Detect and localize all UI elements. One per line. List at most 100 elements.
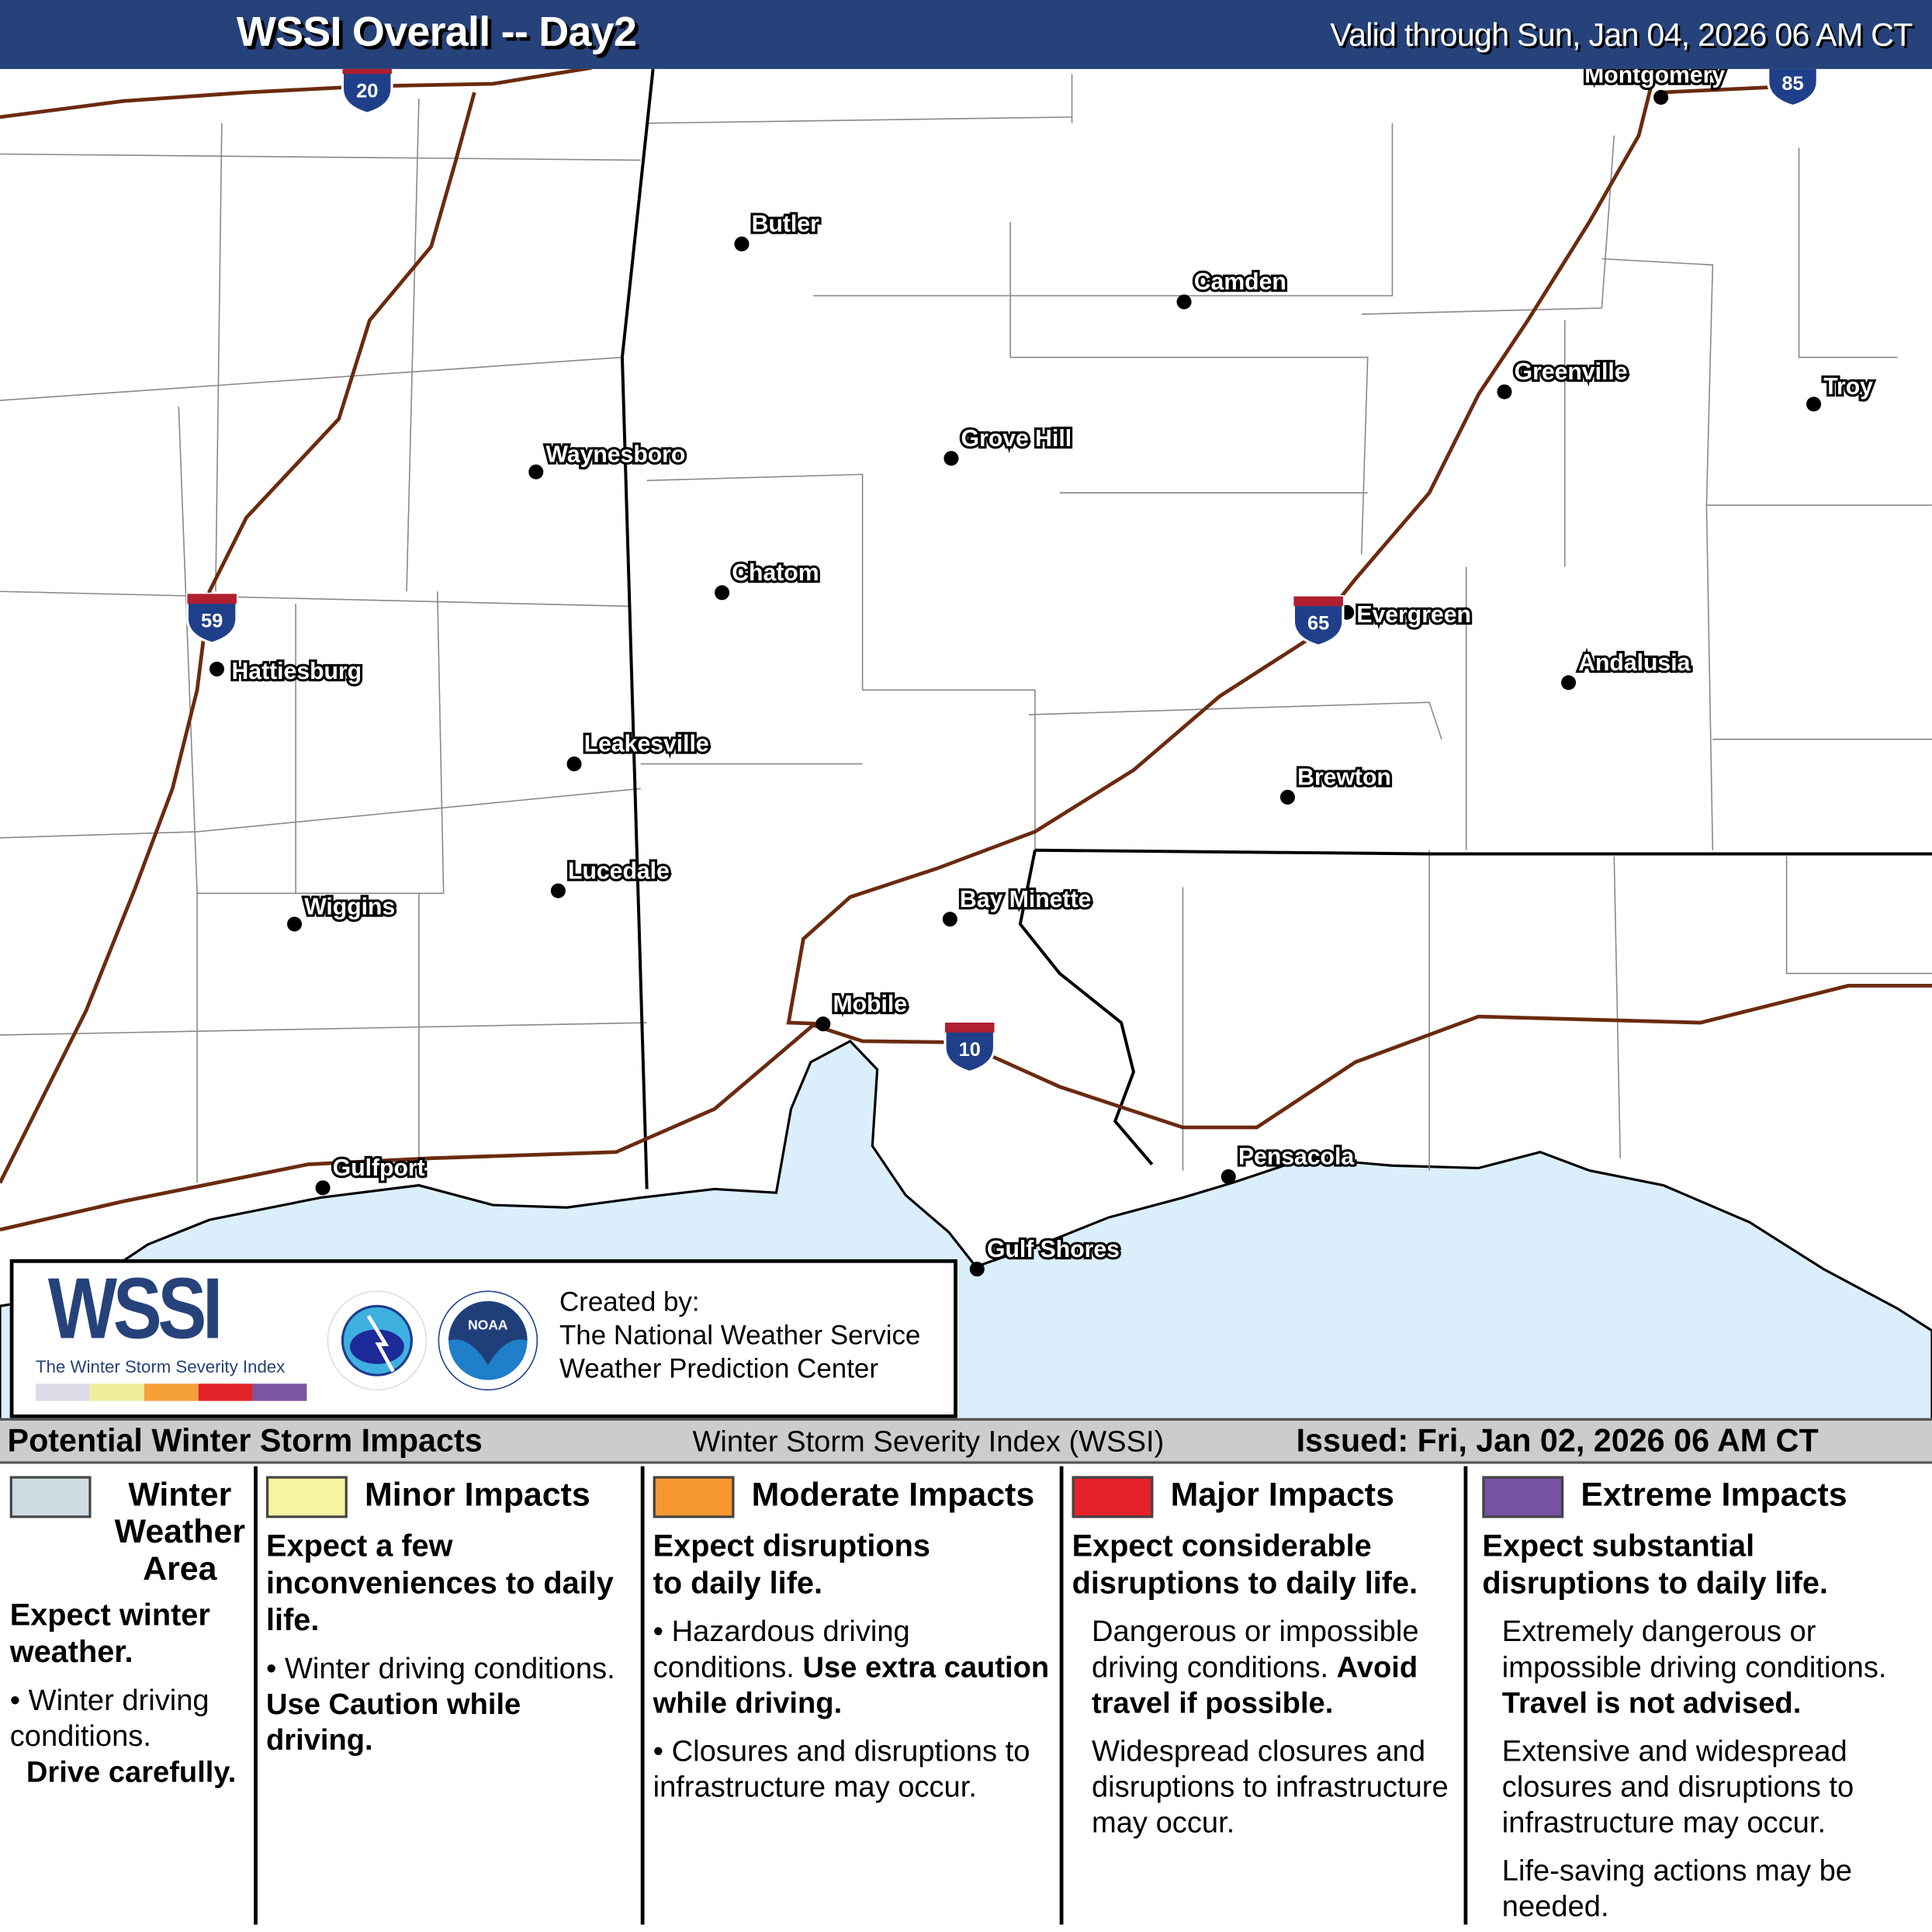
legend-divider [640, 1466, 645, 1925]
legend-paragraph: Extremely dangerous or impossible drivin… [1482, 1614, 1926, 1721]
city-label: Wiggins [304, 894, 395, 919]
legend-header: Winter Weather Area [9, 1476, 251, 1587]
legend-bullet: • Winter driving conditions. Drive caref… [9, 1684, 237, 1789]
legend-summary: Expect substantial disruptions to daily … [1482, 1529, 1828, 1601]
city-label: Grove Hill [961, 426, 1072, 452]
legend-header: Extreme Impacts [1482, 1476, 1926, 1518]
interstate-20-shield: 20 [341, 68, 393, 115]
index-name: Winter Storm Severity Index (WSSI) [692, 1425, 1165, 1459]
city-label: Chatom [732, 560, 819, 586]
shield-top-band [1293, 596, 1343, 607]
shield-icon [943, 1021, 996, 1074]
legend-swatch [266, 1476, 348, 1518]
city-dot [1806, 396, 1822, 412]
city-montgomery: Montgomery [1582, 69, 1728, 105]
nws-logo-icon [327, 1290, 428, 1391]
city-gulf-shores: Gulf Shores [969, 1234, 1122, 1277]
city-brewton: Brewton [1279, 762, 1394, 805]
city-dot [566, 757, 582, 772]
legend-divider [1059, 1466, 1064, 1925]
city-dot [550, 883, 566, 898]
legend-title: Extreme Impacts [1581, 1476, 1847, 1514]
legend-paragraph: Dangerous or impossible driving conditio… [1072, 1614, 1460, 1721]
wssi-subtitle: The Winter Storm Severity Index [36, 1356, 286, 1376]
city-troy: Troy [1806, 372, 1875, 412]
legend-summary: Expect disruptions to daily life. [653, 1529, 931, 1601]
city-label: Bay Minette [960, 887, 1091, 912]
city-label: Montgomery [1584, 69, 1725, 88]
city-dot [969, 1262, 985, 1277]
city-label: Lucedale [568, 858, 670, 884]
city-dot [1653, 89, 1669, 105]
interstate-number: 65 [1307, 612, 1329, 634]
shield-icon [341, 68, 393, 115]
interstate-85-shield: 85 [1767, 68, 1819, 108]
legend-bullet: • Closures and disruptions to infrastruc… [653, 1734, 1030, 1804]
interstate-59-shield: 59 [185, 592, 238, 645]
city-dot [1561, 675, 1577, 691]
interstate-shields: 20 59 65 10 85 [185, 68, 1819, 1074]
legend-swatch [1482, 1476, 1564, 1518]
legend-text: Dangerous or impossible driving conditio… [1091, 1615, 1419, 1684]
city-dot [942, 912, 957, 927]
shield-icon [1292, 595, 1345, 647]
city-label: Andalusia [1578, 650, 1690, 676]
legend-paragraph: Widespread closures and disruptions to i… [1091, 1734, 1449, 1840]
city-dot [528, 464, 544, 480]
city-dot [1497, 384, 1512, 400]
interstate-65-shield: 65 [1292, 595, 1345, 647]
legend-major-impacts: Major Impacts Expect considerable disrup… [1072, 1466, 1460, 1930]
city-dot [943, 451, 959, 466]
legend-text: Winter driving conditions. [284, 1652, 615, 1686]
city-label: Gulfport [333, 1155, 425, 1181]
city-waynesboro: Waynesboro [528, 439, 688, 480]
interstate-number: 20 [356, 80, 378, 102]
impact-map: Montgomery Butler Camden Greenville Troy Grov… [0, 68, 1932, 1420]
credit-text: Created by: The National Weather Service… [559, 1285, 920, 1385]
legend-title-bar: Potential Winter Storm Impacts Winter St… [0, 1418, 1932, 1464]
legend-text-bold: Use extra caution while driving. [653, 1650, 1050, 1720]
legend-text: Winter driving conditions. [9, 1684, 209, 1754]
shield-top-band [187, 594, 237, 604]
legend-minor-impacts: Minor Impacts Expect a few inconvenience… [266, 1466, 635, 1930]
city-butler: Butler [734, 209, 822, 251]
city-camden: Camden [1176, 267, 1289, 310]
city-lucedale: Lucedale [550, 856, 672, 898]
credit-line: Created by: [559, 1286, 700, 1317]
legend-moderate-impacts: Moderate Impacts Expect disruptions to d… [653, 1466, 1054, 1930]
legend-header: Moderate Impacts [653, 1476, 1054, 1518]
legend-title: Major Impacts [1170, 1476, 1394, 1514]
city-mobile: Mobile [815, 989, 909, 1032]
city-label: Brewton [1297, 765, 1391, 791]
city-dot [1279, 789, 1295, 805]
legend-header: Major Impacts [1072, 1476, 1460, 1518]
city-dot [734, 236, 750, 251]
legend-swatch [1072, 1476, 1154, 1518]
wssi-color-scale [36, 1383, 307, 1401]
header-bar: WSSI Overall -- Day2 Valid through Sun, … [0, 0, 1932, 69]
logo-box: WSSI The Winter Storm Severity Index NOA… [9, 1259, 957, 1418]
valid-time: Valid through Sun, Jan 04, 2026 06 AM CT [1330, 16, 1913, 54]
scale-swatch [36, 1383, 90, 1401]
city-dot [287, 916, 303, 932]
legend-title: Moderate Impacts [751, 1476, 1035, 1514]
interstate-number: 85 [1781, 73, 1803, 95]
city-dot [1176, 294, 1192, 310]
cities-layer: Montgomery Butler Camden Greenville Troy Grov… [209, 69, 1875, 1277]
interstate-number: 59 [201, 610, 223, 632]
legend-summary: Expect winter weather. [9, 1598, 210, 1670]
issued-time: Issued: Fri, Jan 02, 2026 06 AM CT [1296, 1421, 1819, 1459]
legend-summary: Expect considerable disruptions to daily… [1072, 1529, 1418, 1601]
legend-text-bold: Use Caution while driving. [266, 1688, 521, 1757]
noaa-logo-icon: NOAA [438, 1290, 538, 1391]
city-dot [1220, 1169, 1236, 1185]
legend-swatch [653, 1476, 735, 1518]
city-label: Mobile [833, 992, 907, 1017]
interstate-roads [0, 68, 1932, 1232]
county-lines [0, 74, 1932, 1183]
legend-title: Winter Weather Area [114, 1476, 246, 1587]
legend-bullet: • Winter driving conditions. Use Caution… [266, 1652, 615, 1757]
city-label: Troy [1823, 374, 1873, 400]
city-label: Hattiesburg [232, 659, 362, 684]
legend-text: Extremely dangerous or impossible drivin… [1501, 1615, 1887, 1684]
